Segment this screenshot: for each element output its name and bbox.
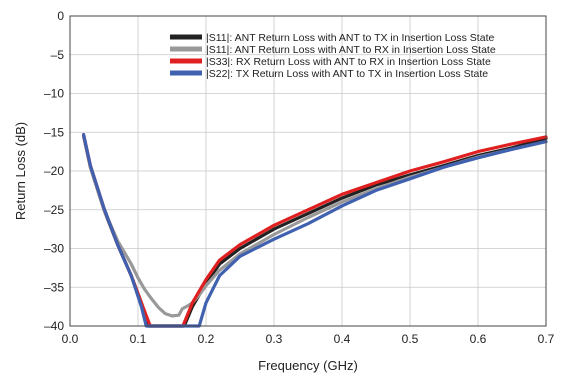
y-axis-ticks: 0 –5 –10 –15 –20 –25 –30 –35 –40: [44, 9, 64, 333]
series-line-4: [82, 133, 548, 328]
y-tick-label: –10: [44, 87, 64, 101]
y-tick-label: –20: [44, 164, 64, 178]
series-line-2: [82, 134, 548, 318]
y-tick-label: –30: [44, 242, 64, 256]
y-tick-label: –15: [44, 125, 64, 139]
y-axis-label: Return Loss (dB): [13, 122, 28, 220]
y-tick-label: 0: [57, 9, 64, 23]
series-line-3: [82, 133, 548, 328]
y-tick-label: –25: [44, 203, 64, 217]
legend-entry: |S33|: RX Return Loss with ANT to RX in …: [206, 56, 491, 68]
x-axis-ticks: 0.0 0.1 0.2 0.3 0.4 0.5 0.6 0.7: [62, 332, 555, 346]
x-tick-label: 0.3: [266, 332, 283, 346]
y-tick-label: –40: [44, 319, 64, 333]
y-tick-label: –5: [51, 48, 65, 62]
legend-entry: |S22|: TX Return Loss with ANT to TX in …: [206, 68, 488, 80]
x-tick-label: 0.2: [198, 332, 215, 346]
x-tick-label: 0.7: [538, 332, 555, 346]
x-tick-label: 0.4: [334, 332, 351, 346]
series-line-1: [82, 134, 548, 328]
x-tick-label: 0.0: [62, 332, 79, 346]
x-tick-label: 0.1: [130, 332, 147, 346]
plot-area-frame: [69, 15, 547, 327]
legend-entry: |S11|: ANT Return Loss with ANT to TX in…: [206, 32, 494, 44]
legend: |S11|: ANT Return Loss with ANT to TX in…: [170, 32, 496, 80]
y-tick-label: –35: [44, 280, 64, 294]
series-lines: [82, 133, 548, 328]
x-tick-label: 0.5: [402, 332, 419, 346]
x-axis-label: Frequency (GHz): [258, 358, 358, 373]
legend-entry: |S11|: ANT Return Loss with ANT to RX in…: [206, 44, 496, 56]
x-tick-label: 0.6: [470, 332, 487, 346]
